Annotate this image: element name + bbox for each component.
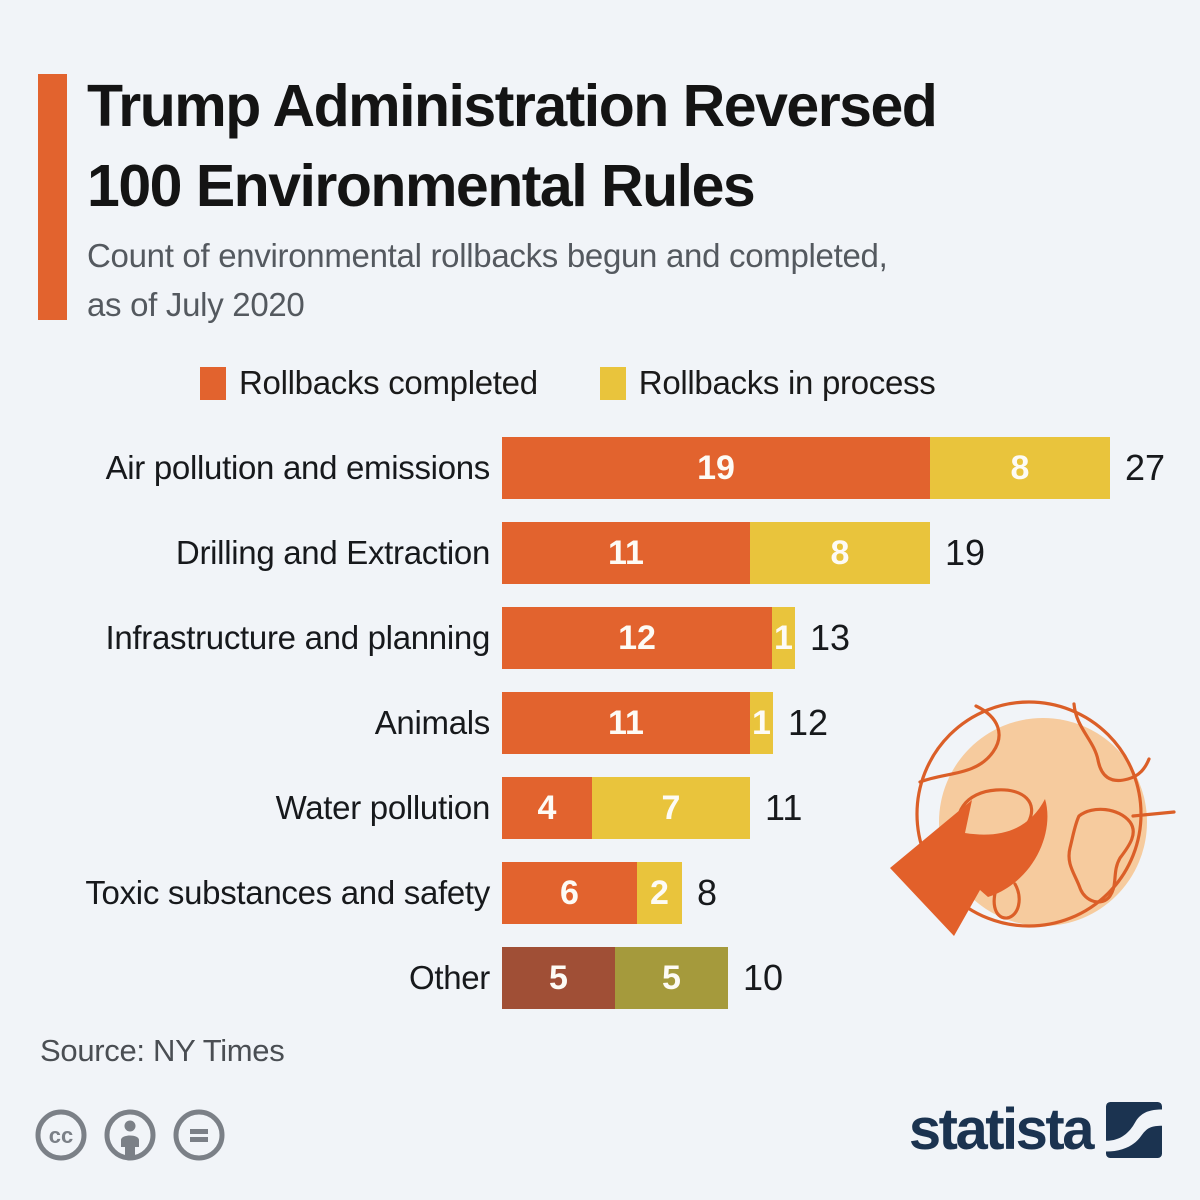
bar-segment-completed: 4 [502, 777, 592, 839]
category-label: Animals [374, 704, 491, 741]
category-label: Toxic substances and safety [85, 874, 490, 911]
bar-value-label: 12 [618, 618, 656, 657]
brand-logo: statista [909, 1098, 1162, 1162]
brand-mark-icon [1106, 1102, 1162, 1158]
bar-segment-in-process: 8 [750, 522, 930, 584]
bar-segment-completed: 6 [502, 862, 637, 924]
chart-legend: Rollbacks completed Rollbacks in process [200, 364, 936, 402]
bar-value-label: 11 [608, 703, 644, 742]
bar-value-label: 7 [661, 788, 681, 827]
category-label: Infrastructure and planning [105, 619, 491, 656]
bar-segment-completed: 11 [502, 522, 750, 584]
bar-segment-in-process: 7 [592, 777, 750, 839]
bar-segment-completed: 12 [502, 607, 772, 669]
legend-label-in-process: Rollbacks in process [638, 364, 936, 401]
chart-row: Drilling and Extraction 11 8 19 [0, 522, 1200, 584]
bar-segment-in-process: 1 [750, 692, 773, 754]
cc-icon: cc [35, 1109, 87, 1161]
chart-row: Other 5 5 10 [0, 947, 1200, 1009]
chart-rows: Air pollution and emissions 19 8 27 Dril… [0, 437, 1200, 1032]
chart-row: Air pollution and emissions 19 8 27 [0, 437, 1200, 499]
bar-value-label: 6 [560, 873, 579, 912]
bar-value-label: 8 [1010, 448, 1030, 487]
bar-segment-in-process: 5 [615, 947, 728, 1009]
bar-track: 6 2 [502, 862, 682, 924]
source-text: Source: NY Times [40, 1033, 285, 1068]
bar-value-label: 19 [697, 448, 735, 487]
bar-segment-completed: 5 [502, 947, 615, 1009]
bar-total-label: 19 [945, 532, 986, 573]
continent-upper-right [1072, 702, 1151, 782]
brand-wordmark: statista [908, 1097, 1095, 1162]
subtitle-line-1: Count of environmental rollbacks begun a… [87, 237, 888, 274]
bar-track: 5 5 [502, 947, 728, 1009]
bar-total-label: 12 [788, 702, 829, 743]
category-label: Air pollution and emissions [105, 449, 491, 486]
license-icons: cc [33, 1107, 227, 1163]
legend-item-completed: Rollbacks completed [200, 364, 538, 402]
continent-bottom [992, 880, 1021, 920]
bar-total-label: 11 [765, 787, 803, 828]
bar-segment-completed: 11 [502, 692, 750, 754]
bar-segment-completed: 19 [502, 437, 930, 499]
bar-value-label: 5 [549, 958, 568, 997]
attribution-person-icon [104, 1109, 156, 1161]
globe-illustration [890, 700, 1176, 936]
bar-segment-in-process: 1 [772, 607, 795, 669]
page-subtitle: Count of environmental rollbacks begun a… [87, 232, 888, 330]
legend-swatch-in-process [599, 366, 626, 400]
subtitle-line-2: as of July 2020 [87, 285, 305, 323]
bar-value-label: 11 [608, 533, 644, 572]
title-line-1: Trump Administration Reversed [87, 73, 938, 139]
bar-value-label: 1 [774, 618, 793, 657]
bar-value-label: 4 [537, 788, 557, 827]
chart-row: Water pollution 4 7 11 [0, 777, 1200, 839]
category-label: Other [408, 959, 490, 996]
continent-upper-left [918, 704, 1001, 784]
bar-track: 4 7 [502, 777, 750, 839]
no-derivatives-equal-icon [173, 1109, 225, 1161]
legend-swatch-completed [200, 366, 226, 400]
bar-segment-in-process: 2 [637, 862, 682, 924]
bar-track: 11 1 [502, 692, 773, 754]
bar-value-label: 5 [662, 958, 681, 997]
legend-label-completed: Rollbacks completed [239, 364, 538, 401]
continent-right-line [1131, 810, 1176, 818]
chart-row: Toxic substances and safety 6 2 8 [0, 862, 1200, 924]
svg-text:cc: cc [49, 1123, 73, 1148]
continent-right [1067, 807, 1135, 904]
title-line-2: 100 Environmental Rules [87, 153, 756, 220]
bar-total-label: 27 [1125, 447, 1166, 488]
legend-item-in-process: Rollbacks in process [599, 364, 936, 402]
page-title: Trump Administration Reversed 100 Enviro… [87, 66, 938, 226]
bar-segment-in-process: 8 [930, 437, 1110, 499]
bar-value-label: 1 [752, 703, 771, 742]
bar-value-label: 8 [830, 533, 850, 572]
rollback-arrow-icon [890, 799, 1048, 936]
chart-row: Animals 11 1 12 [0, 692, 1200, 754]
bar-track: 12 1 [502, 607, 795, 669]
category-label: Drilling and Extraction [175, 534, 490, 571]
accent-bar [38, 74, 67, 320]
bar-total-label: 13 [810, 617, 851, 658]
bar-value-label: 2 [650, 873, 669, 912]
bar-total-label: 8 [697, 872, 718, 913]
bar-track: 19 8 [502, 437, 1110, 499]
bar-track: 11 8 [502, 522, 930, 584]
category-label: Water pollution [275, 789, 491, 826]
bar-total-label: 10 [743, 957, 784, 998]
chart-row: Infrastructure and planning 12 1 13 [0, 607, 1200, 669]
